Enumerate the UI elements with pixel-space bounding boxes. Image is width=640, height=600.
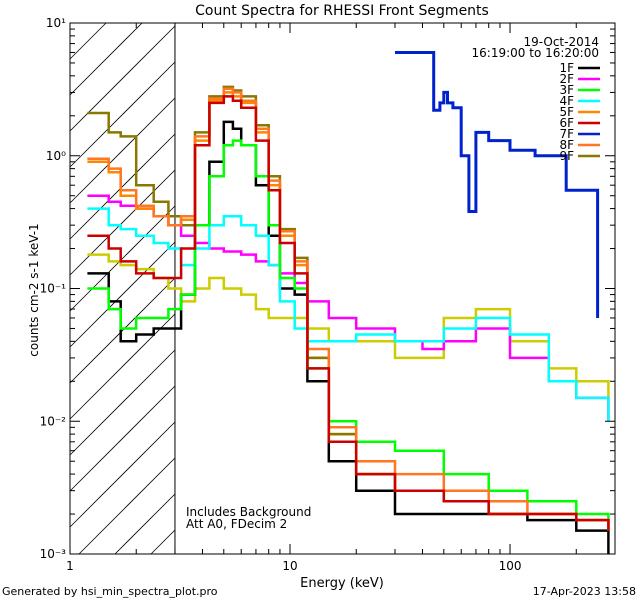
hatch-line xyxy=(69,313,176,420)
time-range-label: 16:19:00 to 16:20:00 xyxy=(472,46,599,60)
series-line-7F xyxy=(395,51,600,318)
legend-label: 9F xyxy=(559,149,574,163)
x-tick-label: 10 xyxy=(282,559,297,573)
hatch-line xyxy=(69,22,107,60)
hatch-line xyxy=(114,493,176,555)
x-axis: 1 10 100 xyxy=(66,23,616,573)
y-tick-label: 10⁻¹ xyxy=(40,282,67,296)
legend-label: 3F xyxy=(559,83,574,97)
y-tick-label: 10⁻² xyxy=(40,414,67,428)
y-axis: 10⁻³ 10⁻² 10⁻¹ 10⁰ 10¹ xyxy=(40,16,615,561)
series-layer xyxy=(87,51,610,554)
hatch-line xyxy=(69,421,176,528)
date-label: 19-Oct-2014 xyxy=(523,35,599,49)
y-tick-label: 10¹ xyxy=(46,16,66,30)
y-tick-label: 10⁻³ xyxy=(40,547,67,561)
hatch-line xyxy=(69,385,176,492)
x-axis-label: Energy (keV) xyxy=(300,576,384,591)
legend-label: 7F xyxy=(559,127,574,141)
hatch-line xyxy=(69,61,176,168)
series-line-6F xyxy=(87,95,610,531)
legend-label: 8F xyxy=(559,138,574,152)
y-tick-label: 10⁰ xyxy=(46,149,66,163)
hatch-line xyxy=(69,97,176,204)
attenuator-note: Att A0, FDecim 2 xyxy=(186,517,287,531)
series-line-4F xyxy=(87,207,610,422)
hatch-line xyxy=(69,241,176,348)
series-line-3F xyxy=(87,139,610,531)
hatch-line xyxy=(69,349,176,456)
footer-left: Generated by hsi_min_spectra_plot.pro xyxy=(2,585,218,598)
legend-label: 6F xyxy=(559,116,574,130)
hatch-line xyxy=(69,133,176,240)
y-axis-label: counts cm-2 s-1 keV-1 xyxy=(27,223,41,356)
hatch-line xyxy=(150,529,176,555)
legend-label: 5F xyxy=(559,105,574,119)
hatch-line xyxy=(69,22,143,96)
hatch-line xyxy=(78,457,176,555)
footer-right: 17-Apr-2023 13:58 xyxy=(533,585,636,598)
legend-label: 1F xyxy=(559,61,574,75)
hatch-line xyxy=(69,205,176,312)
legend-label: 4F xyxy=(559,94,574,108)
x-tick-label: 1 xyxy=(66,559,74,573)
hatch-line xyxy=(69,277,176,384)
chart-title: Count Spectra for RHESSI Front Segments xyxy=(195,3,489,19)
background-note: Includes Background xyxy=(186,505,311,519)
x-tick-label: 100 xyxy=(499,559,522,573)
legend-label: 2F xyxy=(559,72,574,86)
hatch-line xyxy=(69,169,176,276)
